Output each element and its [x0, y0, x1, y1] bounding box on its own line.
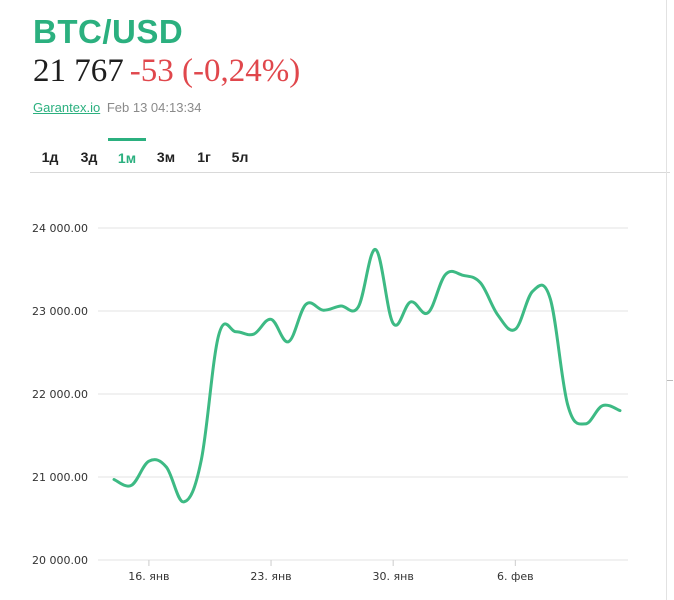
price-line — [112, 248, 622, 504]
data-point — [549, 297, 552, 300]
data-point — [165, 466, 168, 468]
data-point — [357, 305, 360, 308]
data-point — [217, 334, 220, 337]
data-point — [182, 500, 185, 503]
price-change: -53 (-0,24%) — [129, 53, 301, 89]
data-point — [392, 322, 395, 325]
data-point — [270, 318, 272, 321]
data-point — [409, 300, 412, 303]
right-divider — [666, 0, 667, 600]
source-link[interactable]: Garantex.io — [33, 100, 101, 115]
chart-grid — [98, 227, 628, 561]
price-row: 21 767 -53 (-0,24%) — [33, 52, 300, 90]
data-point — [462, 274, 464, 277]
chart-series — [112, 248, 622, 504]
timestamp: Feb 13 04:13:34 — [106, 100, 202, 115]
data-point — [374, 248, 377, 251]
data-point — [200, 459, 203, 462]
timeframe-tabs: 1д 3д 1м 3м 1г 5л — [30, 138, 670, 173]
data-point — [601, 404, 604, 407]
tab-5y[interactable]: 5л — [231, 149, 249, 165]
tab-1y[interactable]: 1г — [197, 149, 211, 165]
data-point — [496, 314, 499, 317]
data-point — [304, 303, 307, 306]
data-point — [584, 422, 587, 425]
y-tick-label: 24 000.00 — [32, 222, 88, 235]
data-point — [287, 340, 290, 343]
data-point — [427, 311, 430, 314]
data-point — [339, 305, 342, 307]
y-axis: 20 000.00 21 000.00 22 000.00 23 000.00 24 0… — [32, 222, 88, 567]
x-tick-label: 30. янв — [373, 570, 414, 583]
y-tick-label: 23 000.00 — [32, 305, 88, 318]
y-tick-label: 20 000.00 — [32, 554, 88, 567]
current-price: 21 767 — [33, 53, 124, 89]
tab-3d[interactable]: 3д — [80, 149, 98, 165]
tab-1m[interactable]: 1м — [108, 138, 146, 174]
source-row: Garantex.io Feb 13 04:13:34 — [33, 100, 202, 115]
x-axis: 16. янв 23. янв 30. янв 6. фев — [128, 560, 534, 583]
x-tick-label: 23. янв — [250, 570, 291, 583]
data-point — [147, 460, 150, 463]
data-point — [566, 403, 569, 406]
y-tick-label: 22 000.00 — [32, 388, 88, 401]
data-point — [444, 273, 447, 276]
x-tick-label: 6. фев — [497, 570, 534, 583]
data-point — [479, 281, 482, 284]
data-point — [514, 328, 517, 331]
data-point — [130, 484, 133, 487]
data-point — [235, 330, 238, 333]
data-point — [113, 478, 115, 481]
data-point — [531, 290, 534, 293]
data-point — [619, 409, 621, 412]
y-tick-label: 21 000.00 — [32, 471, 88, 484]
pair-title: BTC/USD — [33, 13, 184, 50]
data-point — [252, 333, 255, 336]
tab-1d[interactable]: 1д — [41, 149, 59, 165]
tab-3m[interactable]: 3м — [156, 149, 176, 165]
x-tick-label: 16. янв — [128, 570, 169, 583]
right-divider-tick — [667, 380, 673, 381]
data-point — [322, 309, 325, 312]
